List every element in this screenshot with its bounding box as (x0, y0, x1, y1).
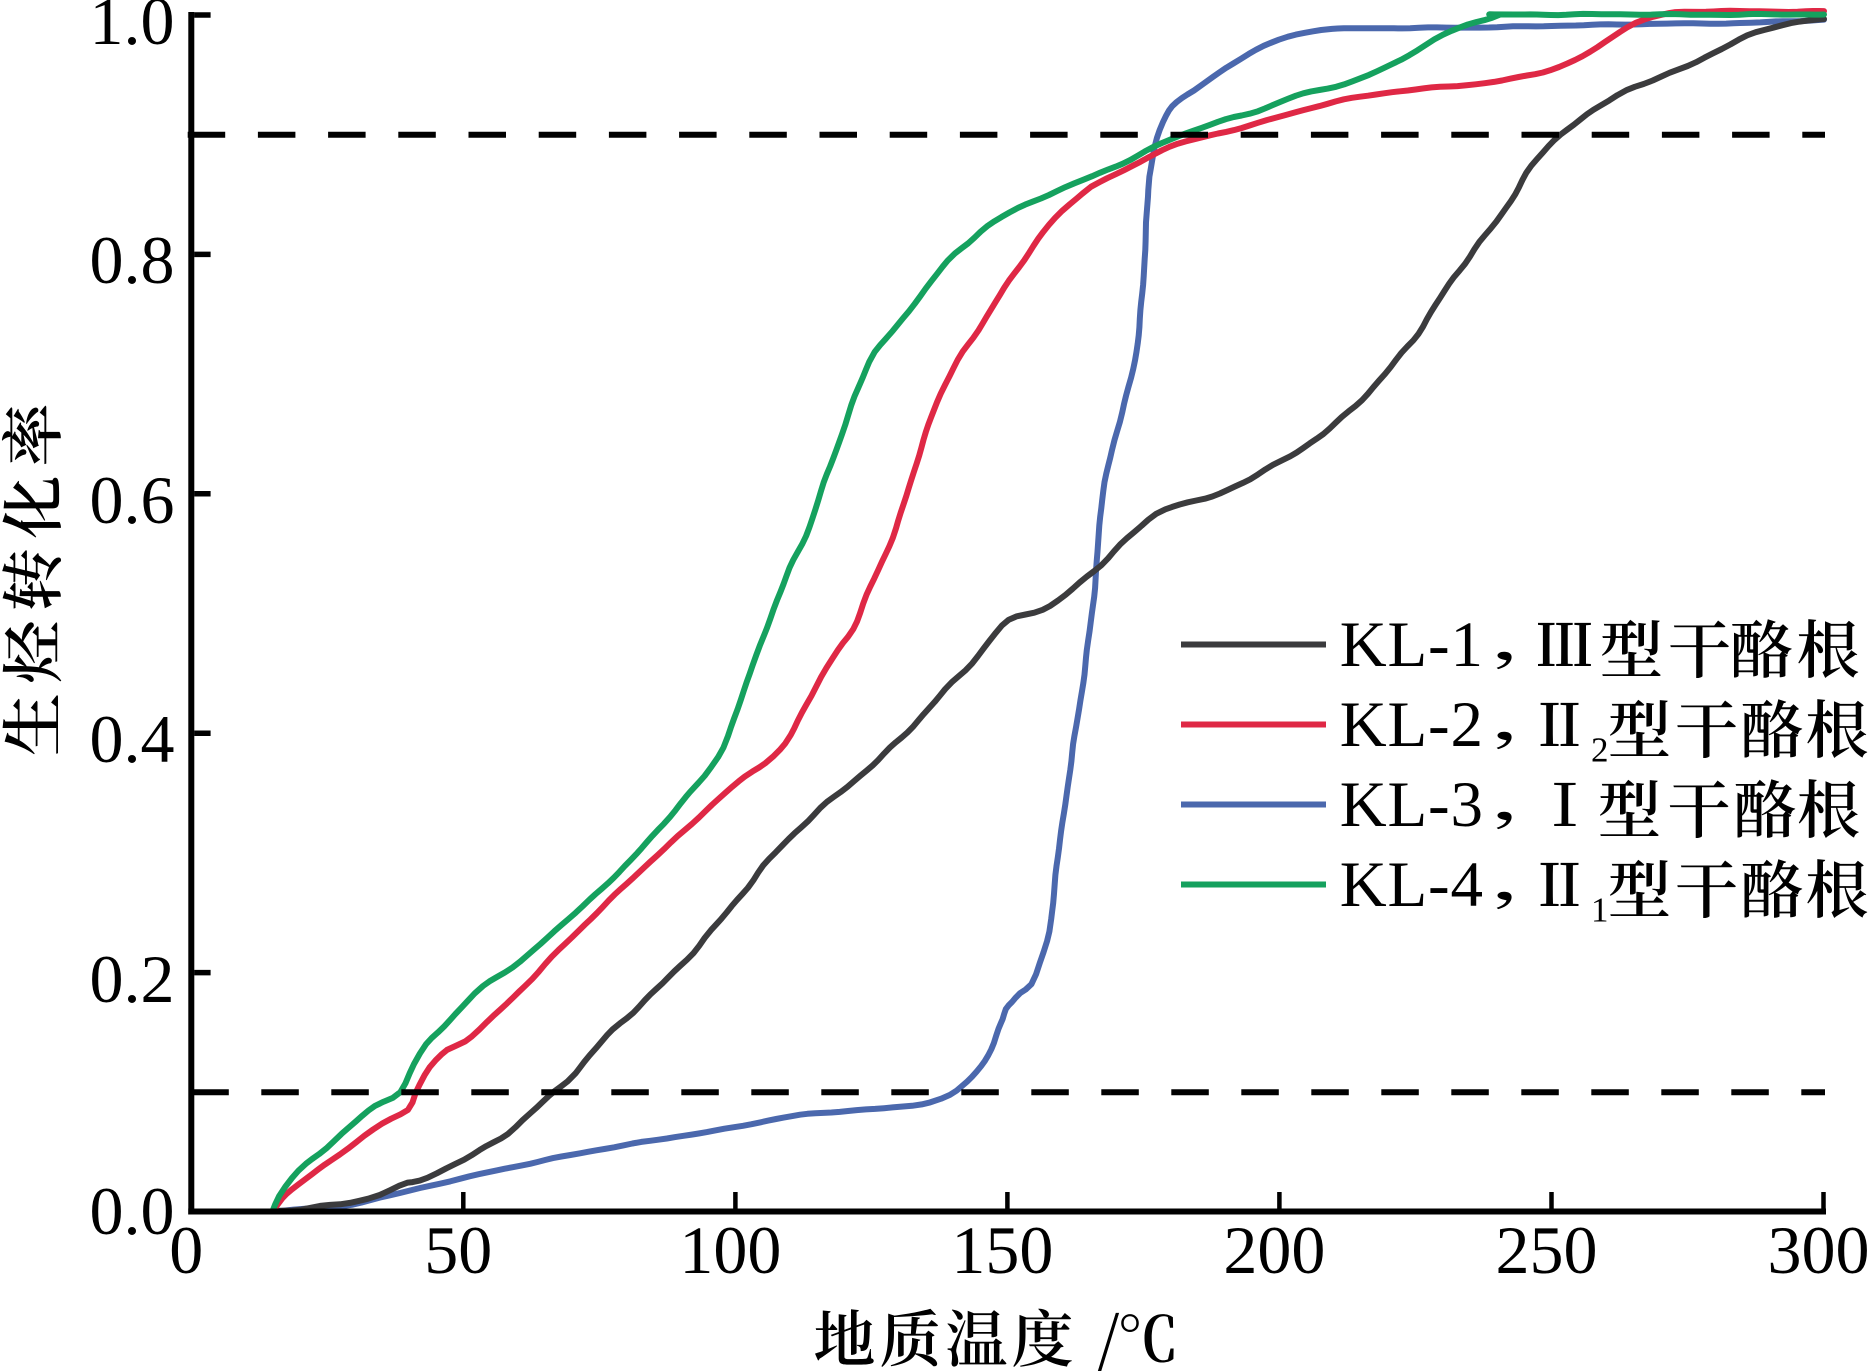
svg-text:2: 2 (1591, 731, 1609, 770)
svg-text:300: 300 (1768, 1212, 1870, 1288)
svg-text:KL-1: KL-1 (1340, 609, 1484, 681)
svg-text:250: 250 (1496, 1212, 1598, 1288)
svg-text:1: 1 (1591, 891, 1609, 930)
svg-text:0: 0 (169, 1212, 203, 1288)
svg-text:KL-2: KL-2 (1340, 689, 1484, 761)
svg-text:0.6: 0.6 (90, 462, 175, 538)
svg-text:100: 100 (679, 1212, 781, 1288)
svg-text:KL-4: KL-4 (1340, 849, 1484, 921)
svg-text:0.0: 0.0 (90, 1173, 175, 1249)
svg-text:1.0: 1.0 (90, 0, 175, 59)
svg-text:50: 50 (424, 1212, 492, 1288)
svg-text:0.8: 0.8 (90, 222, 175, 298)
svg-text:200: 200 (1223, 1212, 1325, 1288)
svg-text:150: 150 (951, 1212, 1053, 1288)
svg-text:KL-3: KL-3 (1340, 769, 1484, 841)
svg-text:0.4: 0.4 (90, 701, 175, 777)
svg-text:0.2: 0.2 (90, 941, 175, 1017)
